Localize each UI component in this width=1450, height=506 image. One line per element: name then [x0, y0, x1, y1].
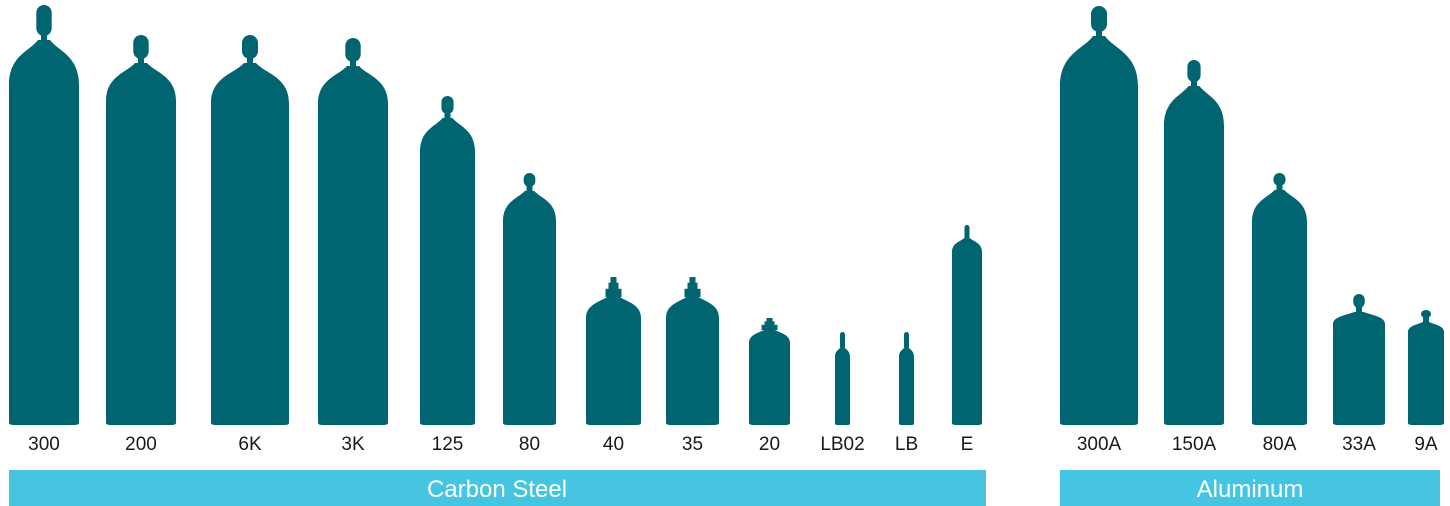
- cylinder-label-3k: 3K: [341, 434, 365, 455]
- cylinder-300a: [1060, 6, 1138, 425]
- cylinder-e: [952, 225, 982, 425]
- cylinder-label-300: 300: [28, 434, 60, 455]
- cylinder-125: [420, 96, 475, 425]
- cylinder-label-80a: 80A: [1263, 434, 1297, 455]
- aluminum-band-bar: [1060, 470, 1440, 506]
- cylinder-label-20: 20: [759, 434, 780, 455]
- cylinder-300: [9, 5, 79, 425]
- cylinder-lb: [899, 332, 914, 425]
- cylinder-80: [503, 173, 556, 425]
- cylinder-label-40: 40: [603, 434, 624, 455]
- cylinder-labels: 300 200 6K 3K 125 80 40 35 20 LB02 LB E 300A 150A 80A 3…: [28, 434, 1438, 455]
- aluminum-band: Aluminum: [1060, 470, 1440, 506]
- cylinder-40: [586, 277, 641, 425]
- cylinder-label-300a: 300A: [1077, 434, 1122, 455]
- cylinder-20: [749, 318, 790, 425]
- cylinder-label-9a: 9A: [1414, 434, 1438, 455]
- cylinder-lb02: [835, 332, 850, 425]
- cylinder-label-150a: 150A: [1172, 434, 1217, 455]
- cylinder-150a: [1164, 60, 1224, 425]
- cylinder-label-lb: LB: [895, 434, 918, 455]
- cylinders: [9, 5, 1444, 425]
- cylinder-33a: [1333, 294, 1385, 425]
- cylinder-label-200: 200: [125, 434, 157, 455]
- carbon-steel-band-label: Carbon Steel: [427, 476, 567, 503]
- cylinder-label-33a: 33A: [1342, 434, 1376, 455]
- cylinder-label-35: 35: [682, 434, 703, 455]
- cylinder-200: [106, 35, 176, 425]
- aluminum-band-label: Aluminum: [1197, 476, 1304, 503]
- cylinder-label-80: 80: [519, 434, 540, 455]
- cylinder-label-6k: 6K: [238, 434, 262, 455]
- cylinder-6k: [211, 35, 289, 425]
- carbon-steel-band-bar: [9, 470, 986, 506]
- cylinder-label-lb02: LB02: [820, 434, 864, 455]
- cylinder-35: [666, 277, 719, 425]
- cylinder-9a: [1408, 310, 1444, 425]
- cylinder-label-e: E: [961, 434, 974, 455]
- cylinder-label-125: 125: [432, 434, 464, 455]
- carbon-steel-band: Carbon Steel: [9, 470, 986, 506]
- cylinder-3k: [318, 38, 388, 425]
- cylinder-80a: [1252, 173, 1307, 425]
